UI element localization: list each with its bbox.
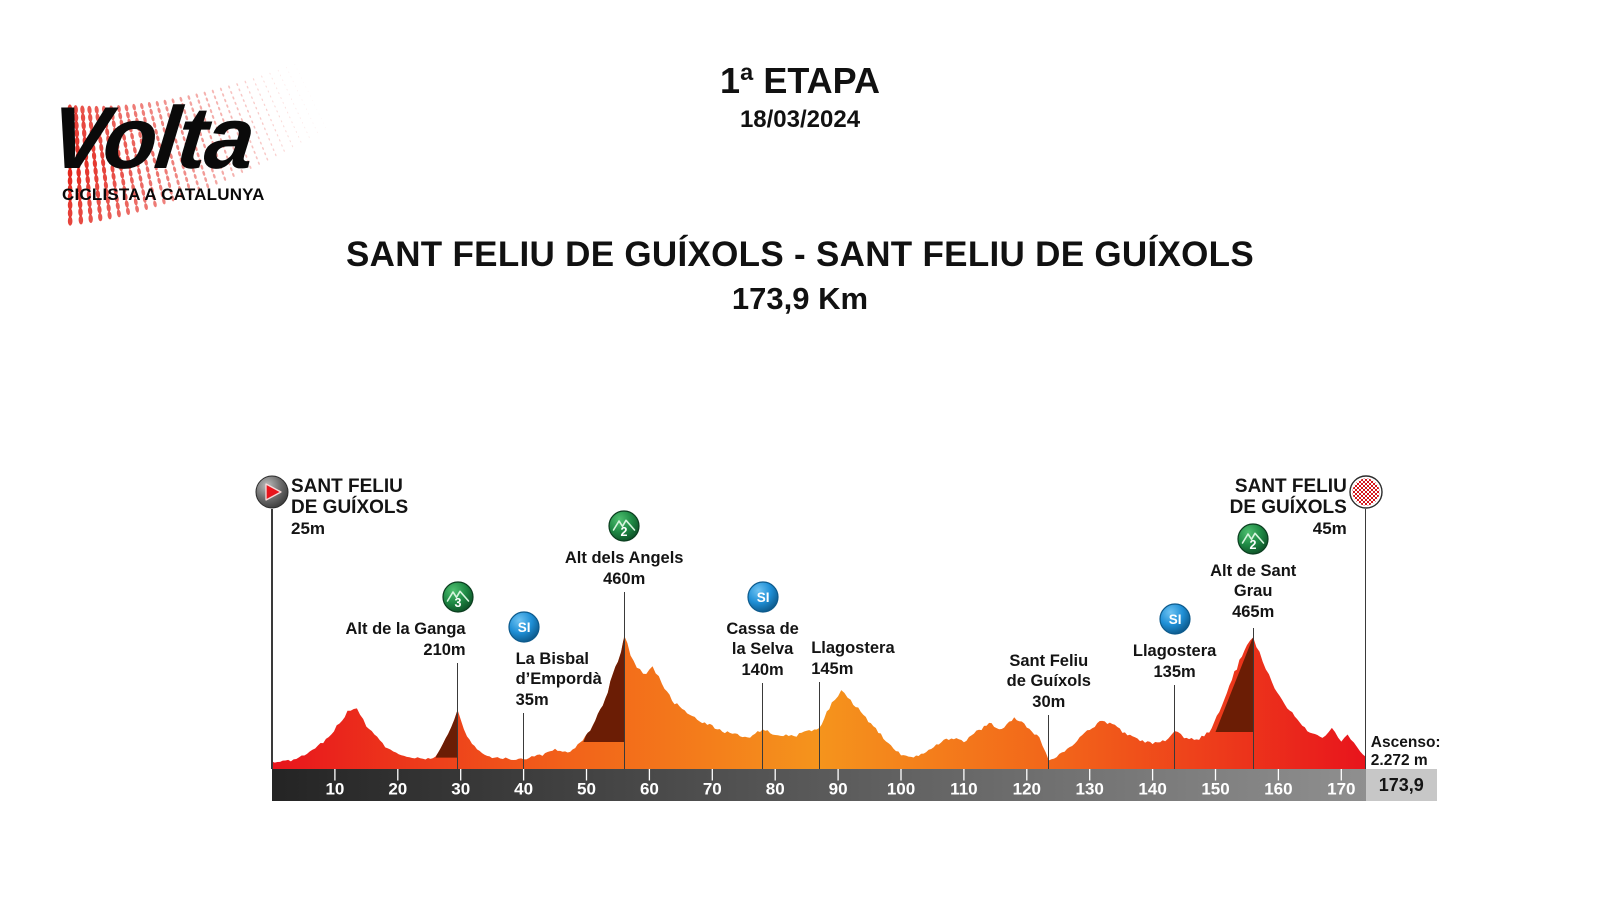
svg-text:2: 2 [621, 525, 628, 539]
svg-text:SI: SI [756, 590, 769, 605]
svg-text:2: 2 [1250, 538, 1257, 552]
svg-text:SI: SI [517, 620, 530, 635]
svg-text:3: 3 [454, 596, 461, 610]
